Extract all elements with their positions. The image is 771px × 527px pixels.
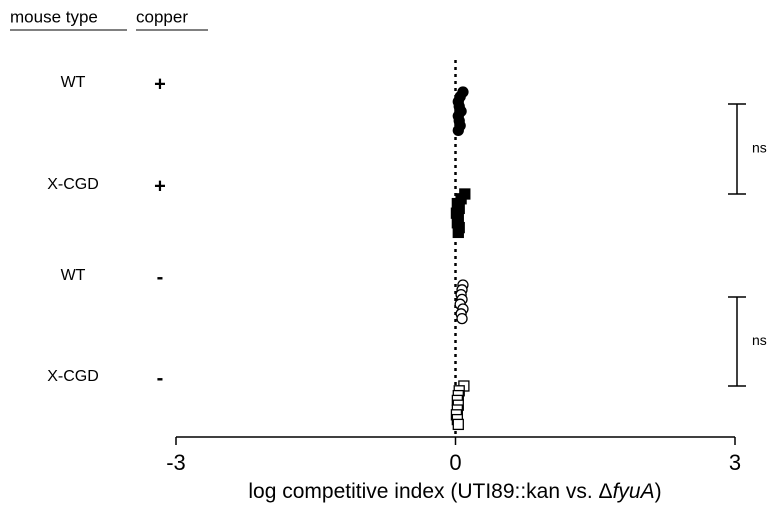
row-label: WT	[61, 267, 86, 284]
point	[456, 312, 468, 325]
copper-label: -	[157, 266, 164, 288]
copper-label: +	[154, 73, 166, 95]
point	[452, 124, 464, 137]
row-label: X-CGD	[47, 176, 99, 193]
annotation: ns	[752, 140, 767, 156]
x-tick-label: 0	[449, 450, 461, 475]
point	[452, 226, 464, 239]
row-label: WT	[61, 74, 86, 91]
copper-label: -	[157, 367, 164, 389]
x-axis-label: log competitive index (UTI89::kan vs. Δf…	[248, 480, 661, 503]
row-label: X-CGD	[47, 368, 99, 385]
x-axis-label-part: )	[655, 480, 662, 503]
point	[452, 418, 464, 431]
header: mouse type	[10, 7, 98, 26]
x-tick-label: 3	[729, 450, 741, 475]
x-tick-label: -3	[166, 450, 186, 475]
header: copper	[136, 7, 188, 26]
annotation: ns	[752, 332, 767, 348]
x-axis-label-part: log competitive index (UTI89::kan vs. Δ	[248, 480, 612, 503]
x-axis-label-part: fyuA	[613, 480, 655, 503]
copper-label: +	[154, 175, 166, 197]
